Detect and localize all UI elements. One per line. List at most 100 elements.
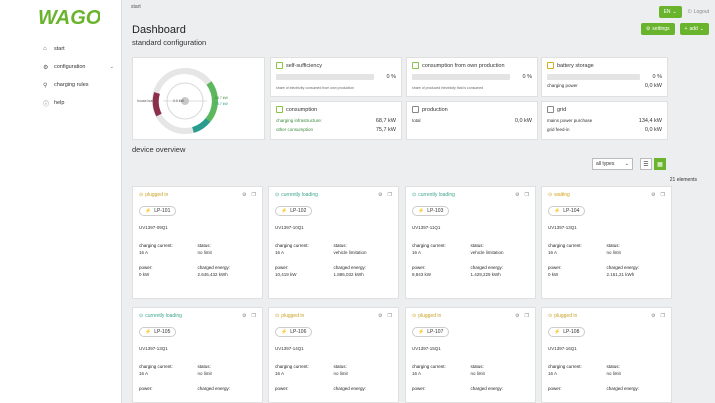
settings-button[interactable]: ⚙ settings [640,23,675,35]
power-value: 0 kW [139,272,150,277]
gear-icon[interactable]: ⚙ [378,192,383,198]
logout-icon: ⏻ [687,9,692,15]
device-card[interactable]: ⊙ currently loading ⚙ ❐ ⚡ LP-105 UV1397-13Q1 ch… [132,307,263,403]
metric-label: charged energy: [197,265,231,270]
status-dot-icon: ⊙ [139,313,144,319]
metric-label: status: [470,243,484,248]
metric-label: power: [139,386,153,391]
sidebar-item-configuration[interactable]: ⚙ configuration ⌄ [43,58,118,76]
add-label: add [689,26,698,32]
status-dot-icon: ⊙ [412,313,417,319]
copy-icon[interactable]: ❐ [387,192,392,198]
device-card[interactable]: ⊙ currently loading ⚙ ❐ ⚡ LP-103 UV1397-11Q1 ch… [405,186,536,299]
device-card[interactable]: ⊙ plugged in ⚙ ❐ ⚡ LP-107 UV1397-15Q1 charging … [405,307,536,403]
settings-label: settings [652,26,670,32]
gear-icon[interactable]: ⚙ [651,313,656,319]
metric-label: charged energy: [470,265,504,270]
charger-icon: ⚡ [554,329,561,335]
device-card[interactable]: ⊙ currently loading ⚙ ❐ ⚡ LP-102 UV1397-10Q1 ch… [268,186,399,299]
gear-icon[interactable]: ⚙ [515,192,520,198]
battery-icon [547,62,554,69]
kv-label: charging power [547,83,578,88]
metric-label: charged energy: [333,386,367,391]
gear-icon[interactable]: ⚙ [378,313,383,319]
sidebar-item-start[interactable]: ⌂ start [43,40,118,58]
language-select[interactable]: EN ⌄ [658,6,682,18]
flow-right-label-1: 68.7 kW [215,96,228,100]
card-title: consumption [286,106,318,113]
device-serial: UV1397-13Q1 [139,346,168,351]
sidebar-item-charging-rules[interactable]: ⚲ charging rules [43,76,118,94]
progress-bar [412,74,510,80]
charge-point-id: LP-104 [563,208,580,214]
gear-icon[interactable]: ⚙ [242,313,247,319]
copy-icon[interactable]: ❐ [524,192,529,198]
metric-label: status: [333,364,347,369]
status-dot-icon: ⊙ [275,192,280,198]
sidebar-item-help[interactable]: ⓘ help [43,94,118,112]
device-card[interactable]: ⊙ plugged in ⚙ ❐ ⚡ LP-101 UV1397-09Q1 charging … [132,186,263,299]
device-serial: UV1397-11Q1 [412,225,441,230]
metric-label: charged energy: [333,265,367,270]
card-note: share of electricity consumed from own p… [276,86,355,90]
status-value: vehicle limitation [470,250,504,255]
device-state-label: currently loading [281,192,318,198]
power-value: 9,843 kW [412,272,432,277]
view-toggle: ☰ ▦ [640,158,666,170]
device-card[interactable]: ⊙ plugged in ⚙ ❐ ⚡ LP-108 UV1397-16Q1 charging … [541,307,672,403]
list-view-button[interactable]: ☰ [640,158,652,170]
device-card[interactable]: ⊙ waiting ⚙ ❐ ⚡ LP-104 UV1397-13Q1 charging cur… [541,186,672,299]
charger-icon: ⚡ [145,208,152,214]
gear-icon[interactable]: ⚙ [242,192,247,198]
flow-right-label-2: 75.7 kW [215,102,228,106]
status-value: no limit [606,371,621,376]
gear-icon[interactable]: ⚙ [651,192,656,198]
copy-icon[interactable]: ❐ [524,313,529,319]
kv-label: other consumption [276,127,314,132]
charger-icon: ⚡ [145,329,152,335]
kv-value: 134,4 kW [638,118,662,124]
charging-current-value: 16 A [412,250,422,255]
device-tools: ⚙ ❐ [242,192,256,198]
card-title: consumption from own production [422,62,505,69]
logout-button[interactable]: ⏻ Logout [688,9,709,15]
list-icon: ☰ [643,161,649,168]
status-dot-icon: ⊙ [275,313,280,319]
device-card[interactable]: ⊙ plugged in ⚙ ❐ ⚡ LP-106 UV1397-14Q1 charging … [268,307,399,403]
copy-icon[interactable]: ❐ [387,313,392,319]
charger-icon: ⚡ [418,208,425,214]
metric-label: charging current: [275,243,309,248]
gear-icon[interactable]: ⚙ [515,313,520,319]
plug-icon [276,106,283,113]
charge-point-badge: ⚡ LP-102 [275,206,313,216]
flow-center-label: 0.0 kW [173,99,184,103]
progress-bar [276,74,374,80]
status-value: no limit [470,371,485,376]
grid-view-button[interactable]: ▦ [654,158,666,170]
device-status: ⊙ currently loading [275,192,392,198]
add-button[interactable]: + add ⌄ [679,23,709,35]
type-filter-select[interactable]: all types ⌄ [592,158,633,170]
energy-flow-diagram [152,68,218,134]
card-title: grid [557,106,567,113]
device-state-label: plugged in [145,192,169,198]
grid-card: grid mains power purchase 134,4 kW grid f… [541,101,668,140]
kv-label: mains power purchase [547,118,593,123]
wago-logo[interactable]: WAGO [38,6,102,29]
copy-icon[interactable]: ❐ [251,192,256,198]
copy-icon[interactable]: ❐ [660,313,665,319]
page-subtitle: standard configuration [132,38,207,47]
flow-left-label: house load [137,99,155,103]
device-serial: UV1397-09Q1 [139,225,168,230]
charged-energy-value: 1.429,229 kWh [470,272,501,277]
device-serial: UV1397-14Q1 [275,346,304,351]
charging-current-value: 16 A [139,371,149,376]
copy-icon[interactable]: ❐ [251,313,256,319]
copy-icon[interactable]: ❐ [660,192,665,198]
breadcrumb[interactable]: start [131,4,141,10]
kv-value: 75,7 kW [375,127,396,133]
percent-value: 0 % [522,74,532,80]
metric-label: status: [606,243,620,248]
consumption-card: consumption charging infrastructure: 68,7… [270,101,402,140]
kv-label: total [412,118,421,123]
